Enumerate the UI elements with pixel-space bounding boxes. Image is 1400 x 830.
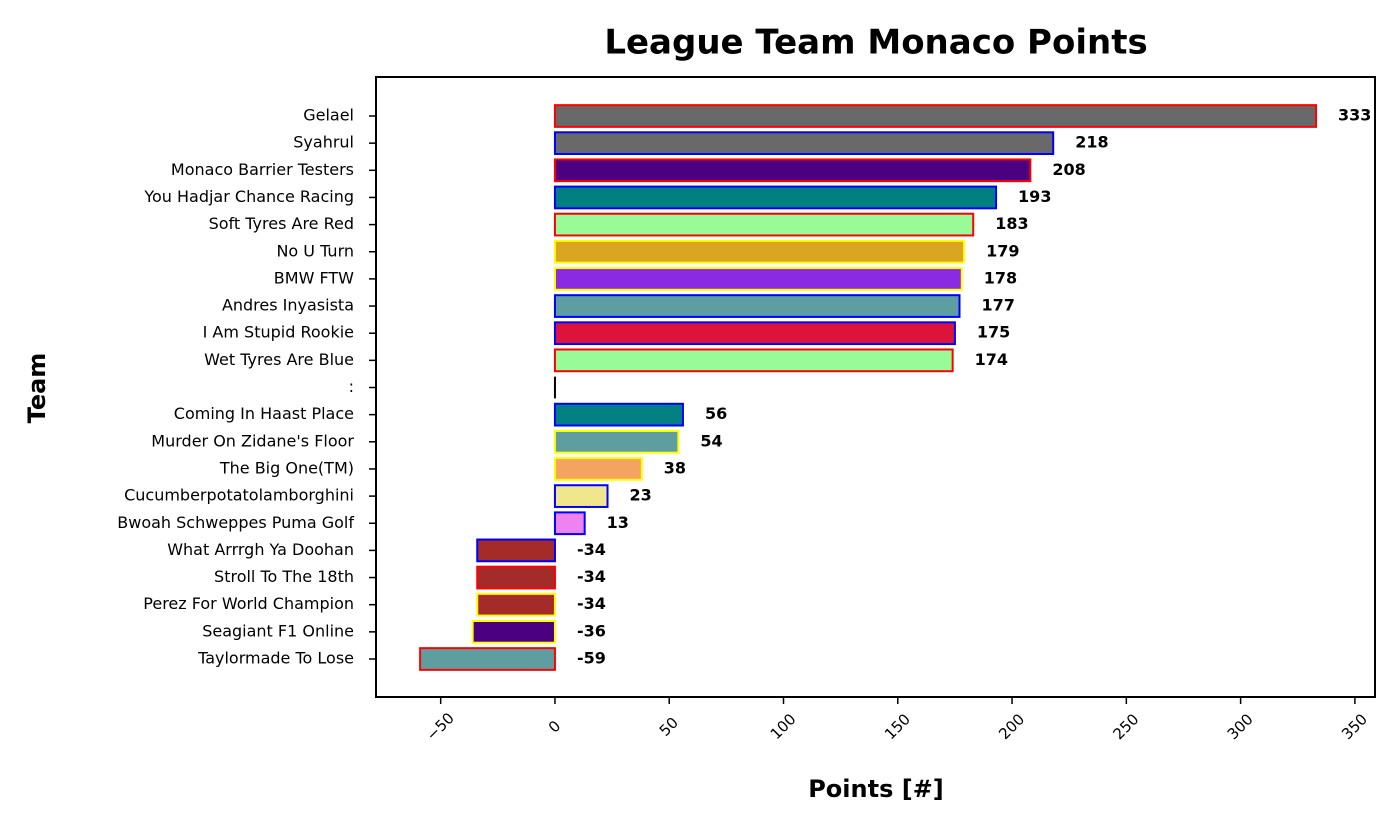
x-tick-label: 150 [881, 710, 914, 743]
value-label: 38 [664, 458, 686, 477]
value-label: -59 [577, 649, 606, 668]
bar [553, 321, 956, 346]
x-tick-label: 250 [1109, 710, 1142, 743]
bar [553, 457, 643, 481]
value-label: 218 [1075, 133, 1108, 152]
value-label: 177 [981, 296, 1014, 315]
y-tick-label: Soft Tyres Are Red [209, 214, 354, 233]
value-label: 179 [986, 241, 1019, 260]
value-label: -34 [577, 567, 606, 586]
y-tick-label: Monaco Barrier Testers [171, 160, 354, 179]
value-label: 178 [984, 268, 1017, 287]
y-tick-label: Syahrul [293, 133, 354, 152]
value-label: -34 [577, 594, 606, 613]
y-tick-label: Gelael [303, 106, 354, 125]
y-tick-label: Bwoah Schweppes Puma Golf [117, 513, 354, 532]
value-label: 333 [1338, 106, 1371, 125]
y-tick-label: : [349, 377, 354, 396]
y-tick-label: You Hadjar Chance Racing [143, 187, 354, 206]
bar [553, 294, 961, 318]
y-tick-label: Perez For World Champion [143, 594, 354, 613]
bar [553, 348, 954, 373]
x-tick-label: 200 [995, 710, 1028, 743]
bar [476, 565, 556, 590]
value-label: -36 [577, 621, 606, 640]
bar [553, 267, 963, 291]
y-tick-label: The Big One(TM) [219, 458, 354, 477]
bar [419, 647, 556, 671]
bar [553, 158, 1032, 183]
y-tick-label: What Arrrgh Ya Doohan [167, 540, 354, 559]
bar [553, 212, 975, 237]
y-tick-label: Murder On Zidane's Floor [151, 431, 354, 450]
bar [553, 429, 680, 454]
value-label: 208 [1052, 160, 1085, 179]
y-tick-label: I Am Stupid Rookie [203, 323, 354, 342]
bar [553, 484, 609, 508]
chart-title: League Team Monaco Points [604, 23, 1147, 63]
y-tick-label: Coming In Haast Place [174, 404, 354, 423]
y-tick-label: Wet Tyres Are Blue [204, 350, 354, 369]
value-label: 183 [995, 214, 1028, 233]
y-tick-label: Stroll To The 18th [214, 567, 354, 586]
value-label: 23 [630, 486, 652, 505]
x-tick-label: −50 [423, 709, 458, 744]
y-tick-label: Cucumberpotatolamborghini [124, 486, 354, 505]
bar [471, 619, 556, 644]
value-label: 174 [975, 350, 1008, 369]
bar [553, 185, 998, 210]
value-label: 13 [607, 513, 629, 532]
value-label: 193 [1018, 187, 1051, 206]
value-label: 56 [705, 404, 727, 423]
bar [553, 402, 684, 427]
x-tick-label: 350 [1338, 710, 1371, 743]
x-axis-label: Points [#] [808, 775, 944, 803]
y-tick-label: BMW FTW [274, 268, 354, 287]
bar [476, 592, 556, 617]
x-tick-label: 0 [545, 717, 564, 736]
x-tick-label: 300 [1224, 710, 1257, 743]
value-label: 175 [977, 323, 1010, 342]
x-tick-label: 50 [656, 714, 682, 740]
y-tick-label: No U Turn [276, 241, 354, 260]
bar [553, 131, 1055, 156]
y-tick-label: Seagiant F1 Online [202, 621, 354, 640]
bar [553, 511, 586, 536]
y-axis-label: Team [23, 353, 51, 424]
x-tick-label: 100 [767, 710, 800, 743]
bar [553, 239, 966, 264]
bar [553, 104, 1318, 128]
bar [476, 538, 556, 563]
y-tick-label: Andres Inyasista [222, 296, 354, 315]
value-label: 54 [700, 431, 722, 450]
y-tick-label: Taylormade To Lose [197, 649, 354, 668]
value-label: -34 [577, 540, 606, 559]
